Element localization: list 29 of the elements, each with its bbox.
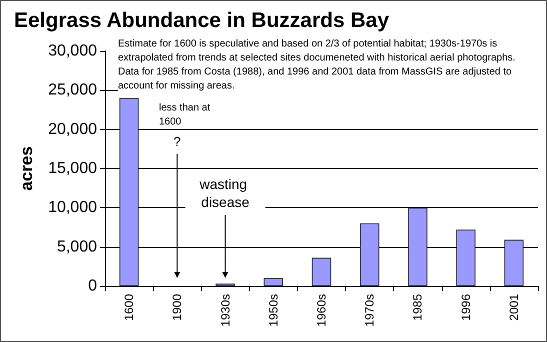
y-tick-label: 30,000 [48,42,98,60]
x-tick-label: 1930s [218,294,232,327]
x-tick-label: 1985 [410,294,425,321]
x-tick-label: 1960s [314,294,328,327]
y-tick-label: 20,000 [48,120,98,138]
annotation: ? [174,134,181,149]
bar [504,240,524,286]
x-tick-label: 1600 [122,294,136,321]
bar [408,208,428,286]
y-tick-label: 15,000 [48,160,98,177]
x-tick-label: 1996 [458,294,473,321]
y-axis-title: acres [17,146,36,191]
bar [456,230,476,286]
y-tick-label: 0 [88,278,98,294]
x-tick-label: 1950s [266,294,280,327]
y-tick-label: 25,000 [48,82,98,99]
annotation: less than at 1600 [159,102,213,128]
bar [312,258,332,286]
y-tick-label: 5,000 [56,238,98,256]
y-tick-label: 10,000 [48,199,98,216]
bar [264,278,284,286]
chart-title: Eelgrass Abundance in Buzzards Bay [14,9,390,32]
annotation: wasting disease [198,176,251,210]
bar [119,98,139,286]
x-tick-label: 1970s [362,294,377,327]
x-tick-label: 1900 [170,294,184,321]
annotation: Estimate for 1600 is speculative and based on 2/3 of potential habitat; 1930s-1970s is extrapolated from trends at selected sites documeneted with historical aerial photographs. Data for 1985 from Costa (1988), and 1996 and 2001 data from MassGIS are adjusted to account for missing areas. [118,38,518,92]
bar [360,223,380,286]
x-tick-label: 2001 [506,294,521,321]
